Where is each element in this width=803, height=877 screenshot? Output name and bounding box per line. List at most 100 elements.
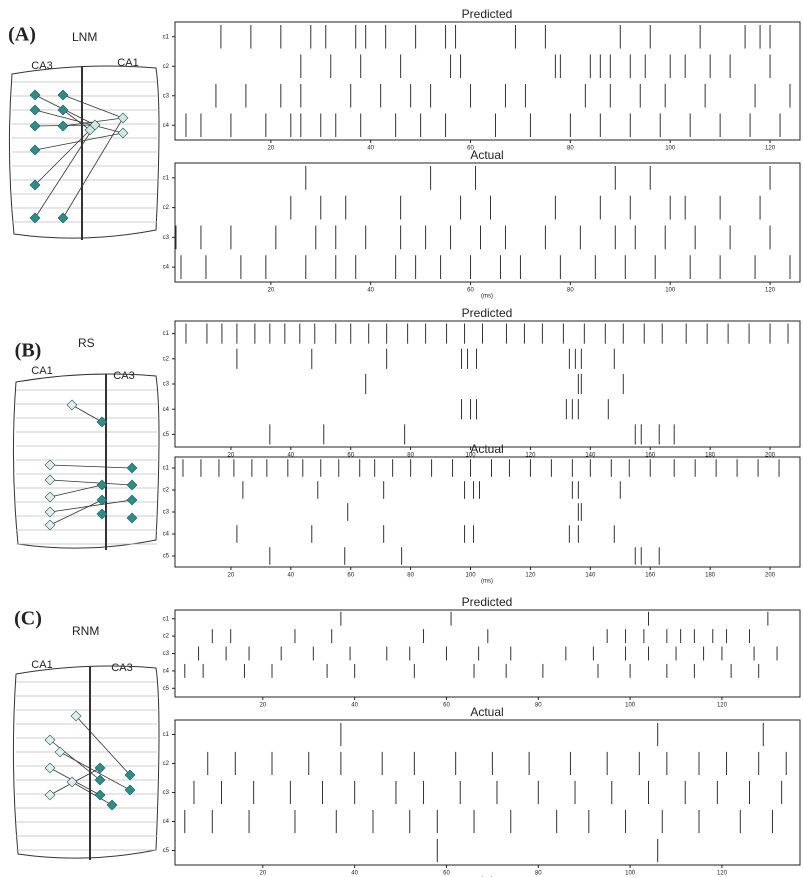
tissue-outline (8, 65, 160, 239)
row-label: c3 (163, 93, 170, 99)
x-tick-label: 20 (228, 453, 235, 459)
row-label: c1 (163, 466, 170, 472)
connection (49, 464, 133, 469)
x-tick-label: 80 (567, 146, 574, 152)
x-tick-label: 60 (443, 871, 450, 877)
plot-frame (174, 162, 801, 283)
neuron (124, 769, 136, 781)
neuron (44, 762, 56, 774)
plot-title: Predicted (462, 595, 513, 609)
neuron (66, 399, 78, 411)
connection (49, 484, 103, 498)
row-label: c4 (163, 668, 170, 674)
row-label: c4 (163, 407, 170, 413)
x-tick-label: 60 (467, 146, 474, 152)
row-label: c4 (163, 819, 170, 825)
neuron (29, 212, 41, 224)
neuron (96, 416, 108, 428)
row-label: c3 (163, 382, 170, 388)
neuron (54, 746, 66, 758)
x-tick-label: 40 (351, 871, 358, 877)
plot-title: Actual (470, 148, 503, 162)
x-tick-label: 180 (705, 453, 716, 459)
x-tick-label: 100 (665, 146, 676, 152)
neuron (29, 144, 41, 156)
x-tick-label: 100 (625, 871, 636, 877)
connection (49, 499, 103, 526)
model-name: LNM (72, 30, 97, 44)
x-tick-label: 180 (705, 573, 716, 579)
neuron (126, 512, 138, 524)
row-label: c2 (163, 64, 170, 70)
connection (62, 117, 124, 219)
row-label: c3 (163, 790, 170, 796)
neuron (96, 479, 108, 491)
neuron (44, 474, 56, 486)
neuron (44, 506, 56, 518)
row-label: c2 (163, 488, 170, 494)
neuron (94, 762, 106, 774)
neuron (29, 89, 41, 101)
row-label: c2 (163, 634, 170, 640)
x-tick-label: 20 (259, 871, 266, 877)
x-axis-label: (ms) (481, 579, 493, 585)
x-tick-label: 160 (645, 453, 656, 459)
x-tick-label: 20 (228, 573, 235, 579)
neuron (70, 710, 82, 722)
neuron (44, 459, 56, 471)
panel-label: (C) (14, 608, 42, 630)
connection (75, 715, 131, 776)
row-label: c4 (163, 532, 170, 538)
x-tick-label: 100 (625, 703, 636, 709)
x-tick-label: 80 (535, 703, 542, 709)
neuron (66, 776, 78, 788)
connection (49, 499, 133, 513)
plot-title: Actual (470, 705, 503, 719)
x-tick-label: 120 (525, 453, 536, 459)
neuron (44, 734, 56, 746)
row-label: c3 (163, 235, 170, 241)
row-label: c2 (163, 356, 170, 362)
plot-frame (174, 21, 801, 141)
neuron (117, 112, 129, 124)
x-tick-label: 100 (466, 573, 477, 579)
plot-title: Predicted (462, 7, 513, 21)
connection (71, 404, 103, 423)
row-label: c5 (163, 432, 170, 438)
x-tick-label: 80 (407, 453, 414, 459)
neuron (126, 494, 138, 506)
neuron (44, 789, 56, 801)
row-label: c1 (163, 175, 170, 181)
row-label: c5 (163, 686, 170, 692)
x-tick-label: 120 (765, 146, 776, 152)
x-tick-label: 60 (347, 453, 354, 459)
x-tick-label: 80 (407, 573, 414, 579)
plot-frame (174, 719, 801, 866)
connection (71, 781, 113, 806)
neuron (96, 494, 108, 506)
x-tick-label: 120 (717, 703, 728, 709)
row-label: c2 (163, 205, 170, 211)
x-tick-label: 120 (765, 288, 776, 294)
plot-frame (174, 320, 801, 448)
x-tick-label: 40 (351, 703, 358, 709)
neuron (84, 124, 96, 136)
connection (34, 129, 91, 186)
x-tick-label: 60 (467, 288, 474, 294)
x-tick-label: 120 (525, 573, 536, 579)
neuron (57, 212, 69, 224)
neuron (57, 89, 69, 101)
neuron (94, 774, 106, 786)
row-label: c1 (163, 331, 170, 337)
row-label: c3 (163, 510, 170, 516)
tissue-outline (12, 373, 160, 549)
x-tick-label: 20 (267, 288, 274, 294)
row-label: c5 (163, 554, 170, 560)
x-tick-label: 40 (367, 288, 374, 294)
model-name: RNM (72, 624, 99, 638)
model-name: RS (78, 336, 95, 350)
x-tick-label: 100 (665, 288, 676, 294)
row-label: c4 (163, 123, 170, 129)
neuron (57, 104, 69, 116)
plot-frame (174, 456, 801, 568)
